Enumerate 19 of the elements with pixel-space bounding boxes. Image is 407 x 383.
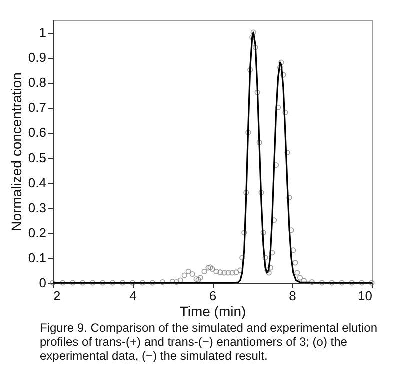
y-axis-title: Normalized concentration	[8, 72, 24, 232]
y-tick-label: 0	[39, 276, 46, 290]
y-tick-label: 0.1	[28, 250, 46, 266]
x-tick-label: 6	[209, 288, 217, 304]
x-tick-label: 2	[54, 288, 61, 304]
y-tick-label: 0.3	[28, 200, 46, 216]
y-tick-label: 0.7	[28, 100, 46, 116]
y-tick-label: 1	[39, 25, 46, 40]
y-tick-label: 0.6	[28, 125, 46, 140]
x-tick-label: 4	[130, 288, 137, 304]
x-tick-label: 10	[358, 288, 372, 304]
y-tick-label: 0.5	[28, 150, 46, 166]
x-axis-title: Time (min)	[180, 304, 246, 320]
y-tick-label: 0.8	[28, 75, 46, 90]
y-tick-label: 0.4	[28, 175, 46, 190]
y-tick-label: 0.2	[28, 225, 46, 240]
x-tick-label: 8	[289, 288, 296, 304]
y-tick-label: 0.9	[28, 50, 46, 66]
caption: Figure 9. Comparison of the simulated and experimental elution profiles of trans-(+) and trans-(−) enantiomers of 3; (o) the experimental data, (−) the simulated result.	[40, 321, 379, 363]
